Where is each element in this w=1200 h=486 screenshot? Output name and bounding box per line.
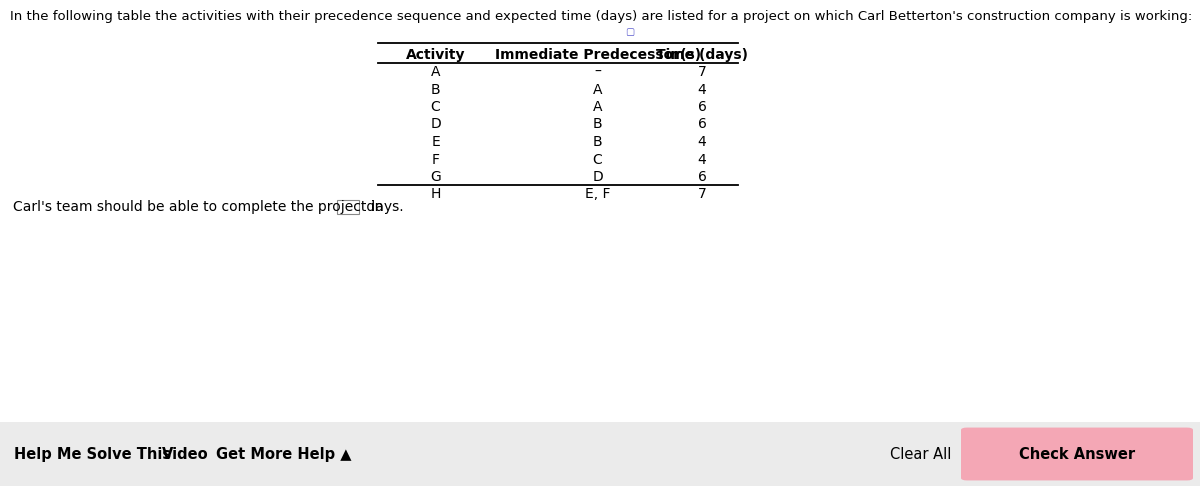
Text: 4: 4 <box>697 153 707 167</box>
Text: F: F <box>432 153 439 167</box>
Text: B: B <box>593 118 602 132</box>
Text: Time (days): Time (days) <box>656 48 748 62</box>
Text: B: B <box>593 135 602 149</box>
Text: C: C <box>431 100 440 114</box>
Text: 6: 6 <box>697 100 707 114</box>
Text: 7: 7 <box>697 188 707 202</box>
Text: –: – <box>594 65 601 79</box>
Text: E: E <box>431 135 440 149</box>
Text: Immediate Predecessor(s): Immediate Predecessor(s) <box>494 48 701 62</box>
Text: In the following table the activities with their precedence sequence and expecte: In the following table the activities wi… <box>10 10 1193 23</box>
Text: E, F: E, F <box>584 188 611 202</box>
Text: 4: 4 <box>697 135 707 149</box>
Text: Clear All: Clear All <box>890 447 952 462</box>
Text: C: C <box>593 153 602 167</box>
Text: Carl's team should be able to complete the project in: Carl's team should be able to complete t… <box>13 200 388 214</box>
Text: A: A <box>431 65 440 79</box>
Text: B: B <box>431 83 440 97</box>
Text: 6: 6 <box>697 170 707 184</box>
Text: 6: 6 <box>697 118 707 132</box>
Text: Help Me Solve This: Help Me Solve This <box>14 447 172 462</box>
Text: Activity: Activity <box>406 48 466 62</box>
Text: A: A <box>593 83 602 97</box>
FancyBboxPatch shape <box>0 422 1200 486</box>
Text: D: D <box>593 170 602 184</box>
FancyBboxPatch shape <box>961 428 1193 481</box>
FancyBboxPatch shape <box>337 200 359 214</box>
Text: ▢: ▢ <box>625 27 635 37</box>
Text: Get More Help ▲: Get More Help ▲ <box>216 447 352 462</box>
Text: G: G <box>431 170 440 184</box>
Text: D: D <box>431 118 440 132</box>
Text: Video: Video <box>162 447 209 462</box>
Text: H: H <box>431 188 440 202</box>
Text: 7: 7 <box>697 65 707 79</box>
Text: Check Answer: Check Answer <box>1019 447 1135 462</box>
Text: 4: 4 <box>697 83 707 97</box>
Text: A: A <box>593 100 602 114</box>
Text: days.: days. <box>362 200 403 214</box>
